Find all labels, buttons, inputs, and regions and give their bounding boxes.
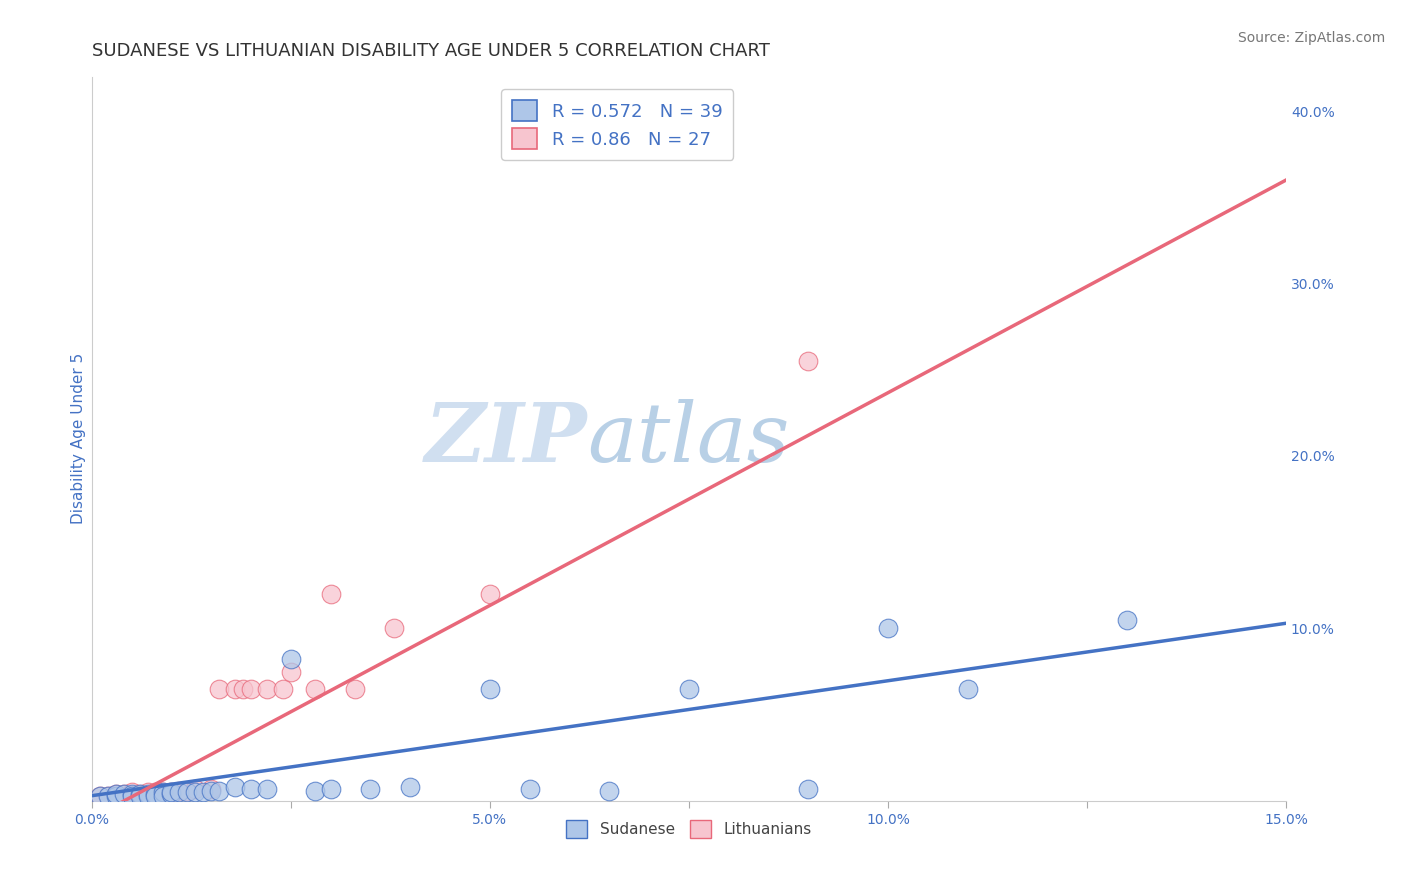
Text: SUDANESE VS LITHUANIAN DISABILITY AGE UNDER 5 CORRELATION CHART: SUDANESE VS LITHUANIAN DISABILITY AGE UN… [91,42,769,60]
Point [399,780,422,794]
Point [200,781,222,796]
Y-axis label: Disability Age Under 5: Disability Age Under 5 [72,353,86,524]
Point [224,780,246,794]
Point [152,789,174,803]
Point [956,681,979,696]
Point [89,789,111,803]
Point [208,783,231,797]
Point [184,781,207,796]
Point [136,789,159,803]
Point [304,783,326,797]
Point [200,783,222,797]
Point [271,681,294,696]
Point [104,787,127,801]
Point [169,783,191,797]
Point [256,681,278,696]
Point [797,354,820,368]
Point [136,785,159,799]
Point [160,785,183,799]
Point [160,785,183,799]
Point [478,681,501,696]
Legend: Sudanese, Lithuanians: Sudanese, Lithuanians [560,814,818,844]
Point [121,785,143,799]
Point [89,789,111,803]
Point [152,785,174,799]
Point [112,787,135,801]
Point [176,783,198,797]
Point [240,681,263,696]
Point [224,681,246,696]
Point [877,622,900,636]
Point [304,681,326,696]
Text: atlas: atlas [588,399,790,479]
Point [208,681,231,696]
Point [121,789,143,803]
Point [145,789,167,803]
Text: Source: ZipAtlas.com: Source: ZipAtlas.com [1237,31,1385,45]
Point [232,681,254,696]
Point [359,781,381,796]
Point [169,785,191,799]
Point [519,781,541,796]
Point [678,681,700,696]
Point [319,781,342,796]
Point [97,789,120,803]
Point [797,781,820,796]
Point [136,787,159,801]
Point [128,787,150,801]
Text: ZIP: ZIP [425,399,588,479]
Point [128,787,150,801]
Point [104,787,127,801]
Point [128,789,150,803]
Point [240,781,263,796]
Point [112,787,135,801]
Point [319,587,342,601]
Point [176,785,198,799]
Point [343,681,366,696]
Point [121,787,143,801]
Point [193,785,215,799]
Point [104,789,127,803]
Point [184,785,207,799]
Point [478,587,501,601]
Point [145,785,167,799]
Point [280,665,302,679]
Point [256,781,278,796]
Point [382,622,405,636]
Point [598,783,620,797]
Point [1115,613,1137,627]
Point [160,787,183,801]
Point [97,789,120,803]
Point [280,652,302,666]
Point [145,787,167,801]
Point [152,785,174,799]
